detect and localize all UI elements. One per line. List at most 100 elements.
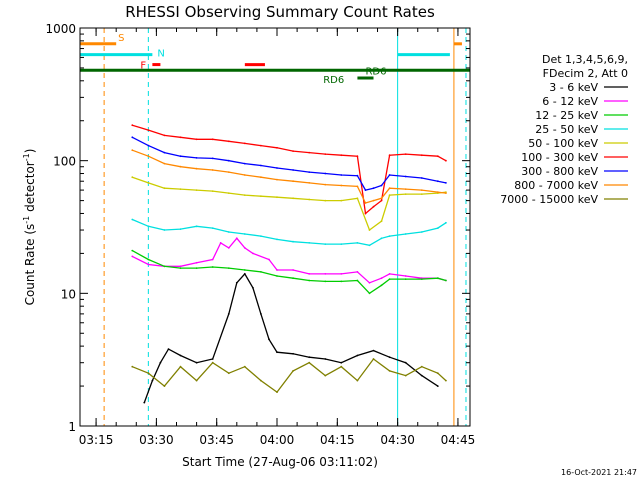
series-point (420, 278, 423, 280)
series-point (211, 258, 214, 261)
series-point (388, 187, 391, 190)
series-point (388, 356, 391, 359)
series-lines (131, 124, 447, 404)
y-tick-label: 10 (61, 287, 76, 301)
series-point (436, 227, 439, 230)
y-axis-label-mid: detector (23, 161, 37, 216)
series-line-25-50-kev (132, 218, 447, 246)
series-point (227, 140, 230, 143)
series-point (308, 242, 311, 244)
series-point (227, 372, 230, 375)
series-point (163, 187, 166, 190)
legend-header-detectors: Det 1,3,4,5,6,9, (542, 53, 628, 66)
series-point (147, 144, 150, 147)
series-point (324, 153, 327, 156)
series-point (179, 136, 182, 139)
series-point (211, 227, 214, 230)
series-point (243, 273, 246, 275)
series-point (364, 202, 367, 204)
series-point (195, 138, 198, 141)
series-point (404, 193, 407, 196)
legend-label-25-50-kev: 25 - 50 keV (535, 123, 598, 136)
series-point (308, 151, 311, 154)
series-point (219, 242, 222, 244)
series-point (227, 267, 230, 269)
series-point (147, 263, 150, 266)
series-point (372, 358, 375, 360)
series-point (243, 365, 246, 368)
series-point (227, 313, 230, 315)
series-point (131, 255, 134, 258)
series-point (292, 180, 294, 183)
series-point (131, 176, 134, 179)
series-point (324, 172, 327, 175)
series-point (292, 352, 294, 355)
series-point (276, 351, 278, 354)
series-point (436, 277, 439, 280)
series-point (445, 159, 447, 162)
series-point (260, 379, 262, 382)
series-point (368, 281, 371, 284)
series-point (380, 284, 383, 287)
series-point (404, 188, 407, 191)
series-point (356, 155, 359, 158)
series-point (235, 237, 238, 240)
series-point (292, 370, 294, 372)
series-point (340, 184, 343, 187)
series-point (372, 187, 375, 190)
series-point (340, 154, 343, 157)
series-point (340, 174, 343, 176)
x-tick-label: 04:45 (441, 433, 476, 447)
series-line-50-100-kev (132, 176, 446, 232)
series-point (260, 271, 262, 273)
legend-label-100-300-kev: 100 - 300 keV (521, 151, 598, 164)
chart-title: RHESSI Observing Summary Count Rates (125, 3, 435, 21)
y-axis-label: Count Rate (s-1 detector-1) (22, 149, 37, 306)
series-point (372, 205, 375, 208)
series-point (179, 365, 182, 368)
series-point (445, 221, 447, 224)
series-point (131, 136, 134, 139)
y-tick-label: 100 (53, 155, 76, 169)
series-point (340, 243, 343, 246)
legend-label-6-12-kev: 6 - 12 keV (542, 95, 598, 108)
level-label-rd6: RD6 (365, 66, 386, 77)
series-point (179, 267, 182, 269)
series-point (308, 171, 311, 174)
series-point (436, 191, 439, 194)
series-point (260, 313, 262, 315)
series-point (195, 225, 198, 228)
series-point (163, 385, 166, 387)
series-point (276, 391, 278, 393)
series-point (195, 379, 198, 382)
series-point (276, 196, 278, 199)
y-axis-ticks: 1 10 100 1000 (45, 22, 470, 434)
series-point (147, 155, 150, 158)
series-point (131, 218, 134, 221)
series-point (340, 199, 343, 202)
series-point (356, 279, 359, 282)
series-point (324, 183, 327, 186)
series-point (195, 157, 198, 159)
series-point (364, 189, 367, 192)
series-point (404, 275, 407, 277)
y-axis-label-main: Count Rate (s (23, 224, 37, 306)
series-point (368, 292, 371, 295)
y-axis-label-end: ) (23, 149, 37, 154)
x-tick-label: 04:00 (260, 433, 295, 447)
series-point (163, 229, 166, 231)
series-point (131, 365, 134, 368)
series-point (324, 273, 327, 275)
legend-label-3-6-kev: 3 - 6 keV (549, 81, 598, 94)
series-point (324, 280, 327, 283)
series-point (292, 197, 294, 200)
series-point (368, 229, 371, 231)
series-point (420, 231, 423, 233)
series-point (260, 195, 262, 198)
y-tick-label: 1 (68, 420, 76, 434)
series-point (420, 189, 423, 192)
series-point (388, 273, 391, 275)
series-point (179, 265, 182, 268)
x-tick-label: 03:45 (199, 433, 234, 447)
